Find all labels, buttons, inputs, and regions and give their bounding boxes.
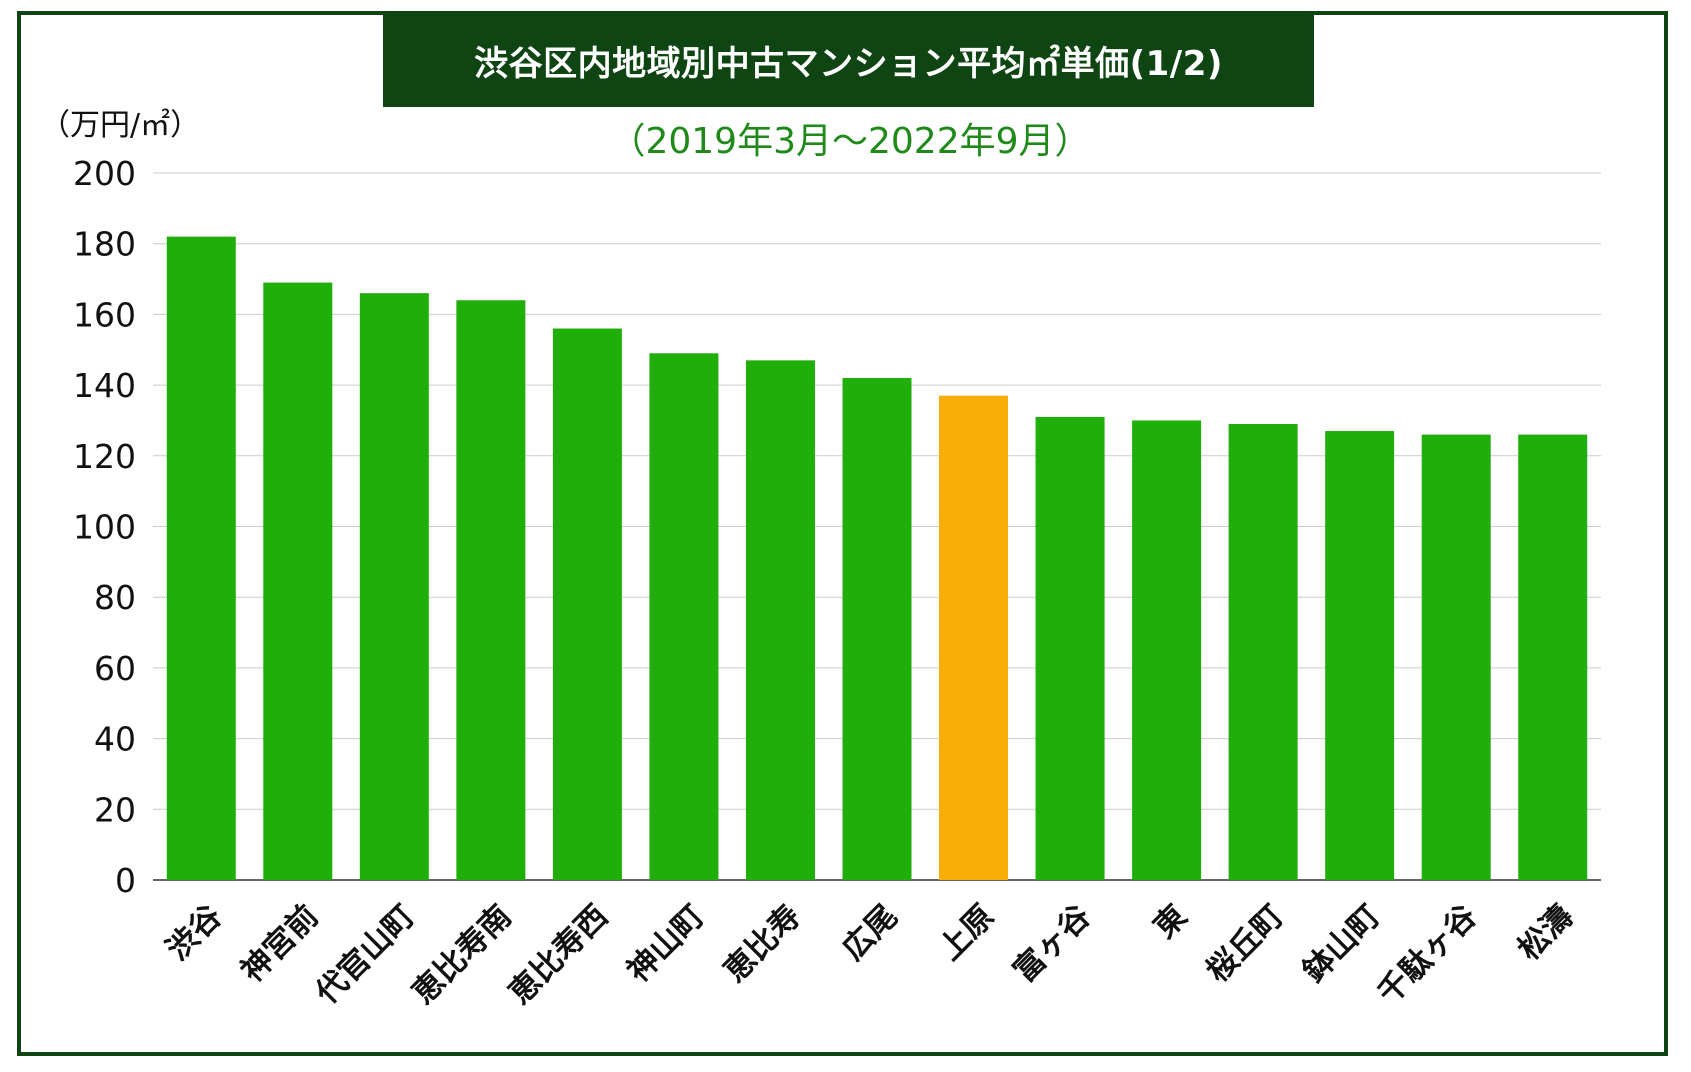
y-axis-ticks: 0 20 40 60 80 100 120 140 160 180 200: [73, 154, 136, 900]
bar-代官山町: [359, 293, 429, 880]
x-tick-label: 東: [1147, 898, 1194, 945]
bars: [166, 236, 1588, 881]
bar-恵比寿南: [456, 300, 526, 880]
y-tick-label: 180: [73, 225, 136, 264]
bar-鉢山町: [1325, 431, 1395, 880]
y-tick-label: 80: [94, 578, 136, 617]
y-axis-unit-label: （万円/㎡）: [40, 108, 201, 143]
bar-東: [1132, 420, 1202, 880]
x-tick-label: 恵比寿南: [405, 898, 518, 1011]
x-tick-label: 代官山町: [308, 898, 422, 1012]
bar-富ヶ谷: [1035, 416, 1105, 880]
x-axis-labels: 渋谷 神宮前代官山町恵比寿南恵比寿西 神山町 恵比寿 広尾 上原 富ヶ谷 東桜丘町 鉢山町千駄ヶ…: [160, 898, 1581, 1012]
x-tick-label: 鉢山町: [1296, 898, 1387, 989]
x-tick-label: 桜丘町: [1200, 898, 1291, 989]
bar-桜丘町: [1228, 423, 1298, 880]
bar-神宮前: [263, 282, 333, 881]
x-tick-label: 渋谷: [160, 898, 229, 967]
x-tick-label: 恵比寿西: [502, 898, 615, 1011]
x-tick-label: 上原: [932, 898, 1001, 967]
chart-subtitle: （2019年3月〜2022年9月）: [609, 121, 1091, 162]
y-tick-label: 0: [115, 861, 136, 900]
x-tick-label: 松濤: [1511, 898, 1580, 967]
x-tick-label: 神宮前: [234, 898, 325, 989]
y-tick-label: 160: [73, 295, 136, 334]
bar-渋谷: [166, 236, 236, 880]
y-tick-label: 40: [94, 720, 136, 759]
bar-松濤: [1518, 434, 1588, 880]
x-tick-label: 広尾: [835, 898, 904, 967]
x-tick-label: 恵比寿: [717, 898, 808, 989]
x-tick-label: 千駄ヶ谷: [1371, 898, 1484, 1011]
bar-神山町: [649, 353, 719, 880]
y-tick-label: 100: [73, 508, 136, 547]
bar-恵比寿西: [552, 328, 622, 880]
bar-上原: [939, 395, 1009, 880]
y-tick-label: 140: [73, 366, 136, 405]
bar-広尾: [842, 378, 912, 880]
y-tick-label: 20: [94, 790, 136, 829]
y-tick-label: 60: [94, 649, 136, 688]
y-tick-label: 200: [73, 154, 136, 193]
y-tick-label: 120: [73, 437, 136, 476]
bar-千駄ヶ谷: [1421, 434, 1491, 880]
x-tick-label: 神山町: [620, 898, 711, 989]
x-tick-label: 富ヶ谷: [1007, 898, 1098, 989]
bar-恵比寿: [745, 360, 815, 881]
chart-title: 渋谷区内地域別中古マンション平均㎡単価(1/2): [383, 14, 1314, 107]
